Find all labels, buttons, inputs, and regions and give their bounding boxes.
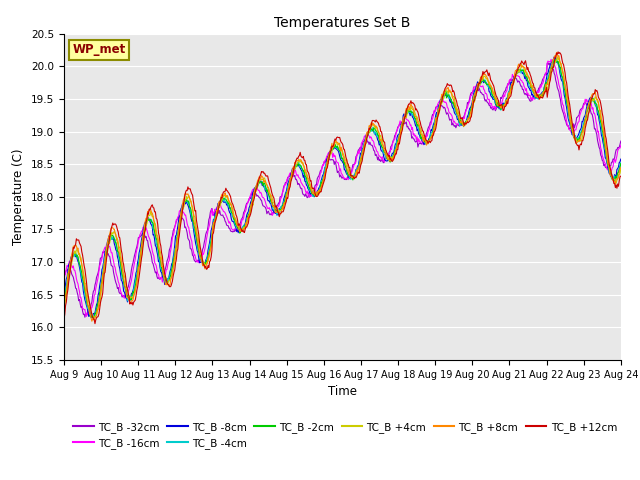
X-axis label: Time: Time (328, 385, 357, 398)
TC_B +12cm (185, 186, 193, 192)
TC_B -2cm (128, 292, 136, 298)
TC_B +8cm (60, 303, 68, 309)
TC_B -4cm (128, 292, 136, 298)
TC_B +8cm (88, 318, 96, 324)
TC_B -4cm (617, 160, 625, 166)
TC_B +12cm (411, 103, 419, 108)
Line: TC_B -8cm: TC_B -8cm (64, 57, 621, 318)
TC_B +4cm (128, 294, 136, 300)
TC_B +4cm (90, 314, 98, 320)
Line: TC_B -2cm: TC_B -2cm (64, 60, 621, 318)
TC_B -8cm (88, 315, 96, 321)
TC_B -2cm (90, 315, 97, 321)
Line: TC_B +12cm: TC_B +12cm (64, 52, 621, 324)
TC_B -8cm (60, 295, 68, 301)
TC_B -2cm (60, 298, 68, 304)
TC_B +4cm (617, 166, 625, 172)
TC_B -2cm (551, 57, 559, 62)
TC_B +12cm (554, 49, 562, 55)
Line: TC_B +4cm: TC_B +4cm (64, 57, 621, 317)
TC_B -16cm (428, 121, 435, 127)
TC_B +12cm (214, 208, 222, 214)
TC_B +12cm (428, 138, 435, 144)
TC_B +4cm (70, 251, 78, 256)
TC_B +12cm (617, 173, 625, 179)
TC_B +8cm (553, 49, 561, 55)
TC_B -16cm (70, 267, 78, 273)
TC_B -16cm (547, 57, 555, 62)
TC_B -8cm (70, 252, 78, 258)
TC_B -32cm (81, 314, 89, 320)
TC_B +8cm (428, 134, 435, 140)
TC_B -4cm (185, 199, 193, 204)
TC_B +12cm (60, 316, 68, 322)
TC_B -4cm (428, 130, 435, 136)
TC_B +8cm (411, 113, 419, 119)
TC_B -4cm (70, 254, 78, 260)
TC_B +8cm (185, 193, 193, 199)
TC_B -4cm (90, 314, 98, 320)
TC_B -8cm (617, 156, 625, 162)
TC_B -2cm (411, 115, 419, 121)
Title: Temperatures Set B: Temperatures Set B (274, 16, 411, 30)
TC_B +4cm (214, 205, 222, 211)
TC_B -16cm (617, 143, 625, 148)
TC_B -8cm (428, 127, 435, 132)
TC_B -8cm (550, 54, 558, 60)
TC_B -32cm (544, 60, 552, 66)
Y-axis label: Temperature (C): Temperature (C) (12, 148, 26, 245)
Legend: TC_B -32cm, TC_B -16cm, TC_B -8cm, TC_B -4cm, TC_B -2cm, TC_B +4cm, TC_B +8cm, T: TC_B -32cm, TC_B -16cm, TC_B -8cm, TC_B … (69, 418, 621, 453)
Line: TC_B -32cm: TC_B -32cm (64, 63, 621, 317)
TC_B -32cm (185, 237, 193, 242)
Line: TC_B -16cm: TC_B -16cm (64, 60, 621, 316)
TC_B +4cm (411, 109, 419, 115)
TC_B +4cm (60, 307, 68, 312)
TC_B +12cm (128, 299, 136, 305)
TC_B -32cm (428, 119, 435, 125)
TC_B +4cm (428, 134, 435, 140)
TC_B -4cm (552, 57, 559, 62)
TC_B +8cm (128, 298, 136, 304)
TC_B +12cm (91, 321, 99, 326)
TC_B -16cm (128, 273, 136, 279)
TC_B -16cm (214, 204, 222, 209)
TC_B -4cm (411, 117, 419, 122)
TC_B -4cm (214, 204, 222, 210)
TC_B +4cm (185, 192, 193, 198)
Line: TC_B -4cm: TC_B -4cm (64, 60, 621, 317)
TC_B -16cm (185, 225, 193, 230)
TC_B -2cm (185, 199, 193, 204)
TC_B +8cm (214, 202, 222, 208)
Text: WP_met: WP_met (72, 43, 125, 56)
TC_B +4cm (554, 54, 561, 60)
TC_B -8cm (128, 290, 136, 296)
TC_B +12cm (70, 245, 78, 251)
TC_B -32cm (128, 263, 136, 269)
TC_B -2cm (617, 161, 625, 167)
TC_B -16cm (60, 277, 68, 283)
TC_B -2cm (428, 135, 435, 141)
TC_B -16cm (411, 133, 419, 139)
TC_B -8cm (411, 120, 419, 125)
TC_B -32cm (214, 208, 222, 214)
TC_B -2cm (70, 250, 78, 256)
TC_B -16cm (83, 313, 90, 319)
TC_B -8cm (185, 204, 193, 210)
TC_B -32cm (617, 138, 625, 144)
TC_B -2cm (214, 207, 222, 213)
TC_B +8cm (70, 243, 78, 249)
Line: TC_B +8cm: TC_B +8cm (64, 52, 621, 321)
TC_B -4cm (60, 296, 68, 302)
TC_B +8cm (617, 165, 625, 170)
TC_B -8cm (214, 201, 222, 206)
TC_B -32cm (70, 278, 78, 284)
TC_B -32cm (411, 138, 419, 144)
TC_B -32cm (60, 271, 68, 277)
